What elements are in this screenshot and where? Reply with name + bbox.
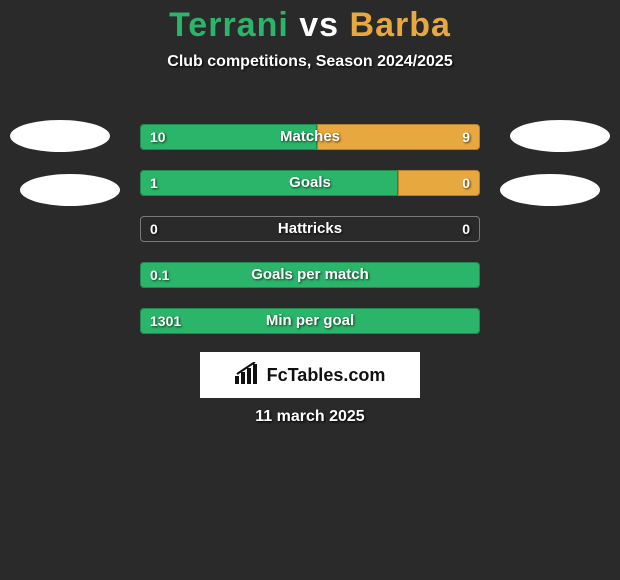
brand-logo: FcTables.com xyxy=(200,352,420,398)
player1-badge-placeholder xyxy=(20,174,120,206)
stat-label: Goals xyxy=(140,170,480,196)
stat-row: 0.1 Goals per match xyxy=(140,262,480,288)
subtitle: Club competitions, Season 2024/2025 xyxy=(0,53,620,71)
brand-text: FcTables.com xyxy=(267,365,386,386)
stat-row: 0 0 Hattricks xyxy=(140,216,480,242)
player1-avatar-placeholder xyxy=(10,120,110,152)
player2-avatar-placeholder xyxy=(510,120,610,152)
stat-label: Min per goal xyxy=(140,308,480,334)
stat-row: 10 9 Matches xyxy=(140,124,480,150)
stat-row: 1301 Min per goal xyxy=(140,308,480,334)
player1-name: Terrani xyxy=(169,6,289,44)
stat-label: Hattricks xyxy=(140,216,480,242)
date-text: 11 march 2025 xyxy=(0,408,620,426)
stats-bars: 10 9 Matches 1 0 Goals 0 0 Hattricks 0.1 xyxy=(140,124,480,354)
player2-badge-placeholder xyxy=(500,174,600,206)
stat-row: 1 0 Goals xyxy=(140,170,480,196)
player2-name: Barba xyxy=(350,6,451,44)
comparison-title: Terrani vs Barba xyxy=(0,0,620,45)
chart-icon xyxy=(235,362,261,389)
vs-separator: vs xyxy=(299,6,339,44)
stat-label: Goals per match xyxy=(140,262,480,288)
stat-label: Matches xyxy=(140,124,480,150)
